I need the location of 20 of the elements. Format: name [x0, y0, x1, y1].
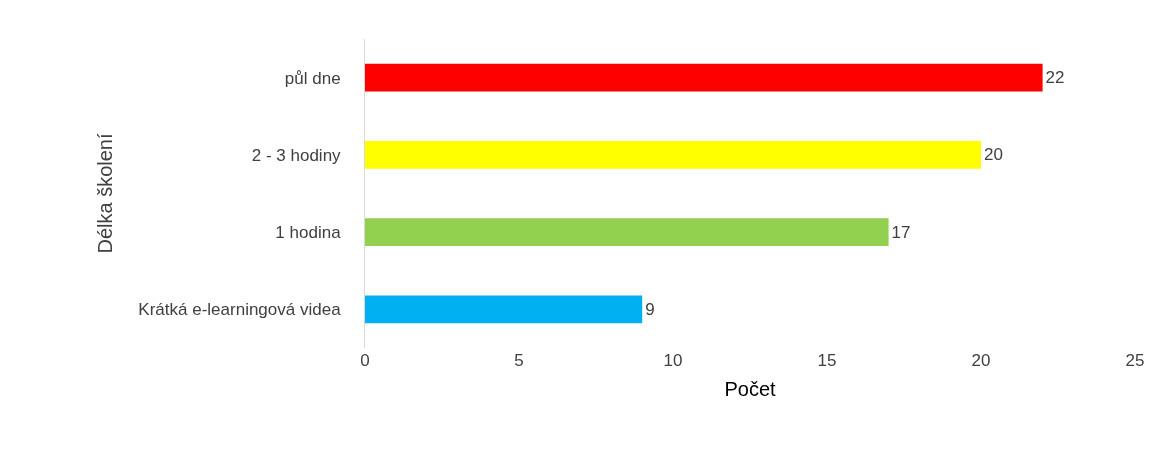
y-tick-label: 1 hodina [275, 223, 342, 243]
data-label: 17 [891, 222, 911, 242]
x-tick-label: 5 [514, 351, 524, 370]
bar [365, 218, 889, 247]
x-tick-label: 25 [1125, 351, 1145, 370]
x-tick-label: 20 [971, 351, 991, 370]
x-tick-label: 15 [817, 351, 837, 370]
data-label: 20 [984, 145, 1003, 165]
y-tick-label: 2 - 3 hodiny [251, 145, 342, 165]
y-axis-title: Délka školení [93, 133, 116, 254]
data-label: 22 [1045, 68, 1065, 88]
bar [365, 295, 643, 324]
x-axis-title: Počet [724, 377, 777, 400]
bar [365, 140, 981, 169]
y-tick-label: Krátká e-learningová videa [138, 300, 342, 320]
y-tick-label: půl dne [284, 68, 341, 88]
bar [365, 63, 1043, 92]
data-label: 9 [645, 299, 655, 319]
x-tick-label: 0 [360, 351, 370, 370]
x-tick-label: 10 [663, 351, 683, 370]
